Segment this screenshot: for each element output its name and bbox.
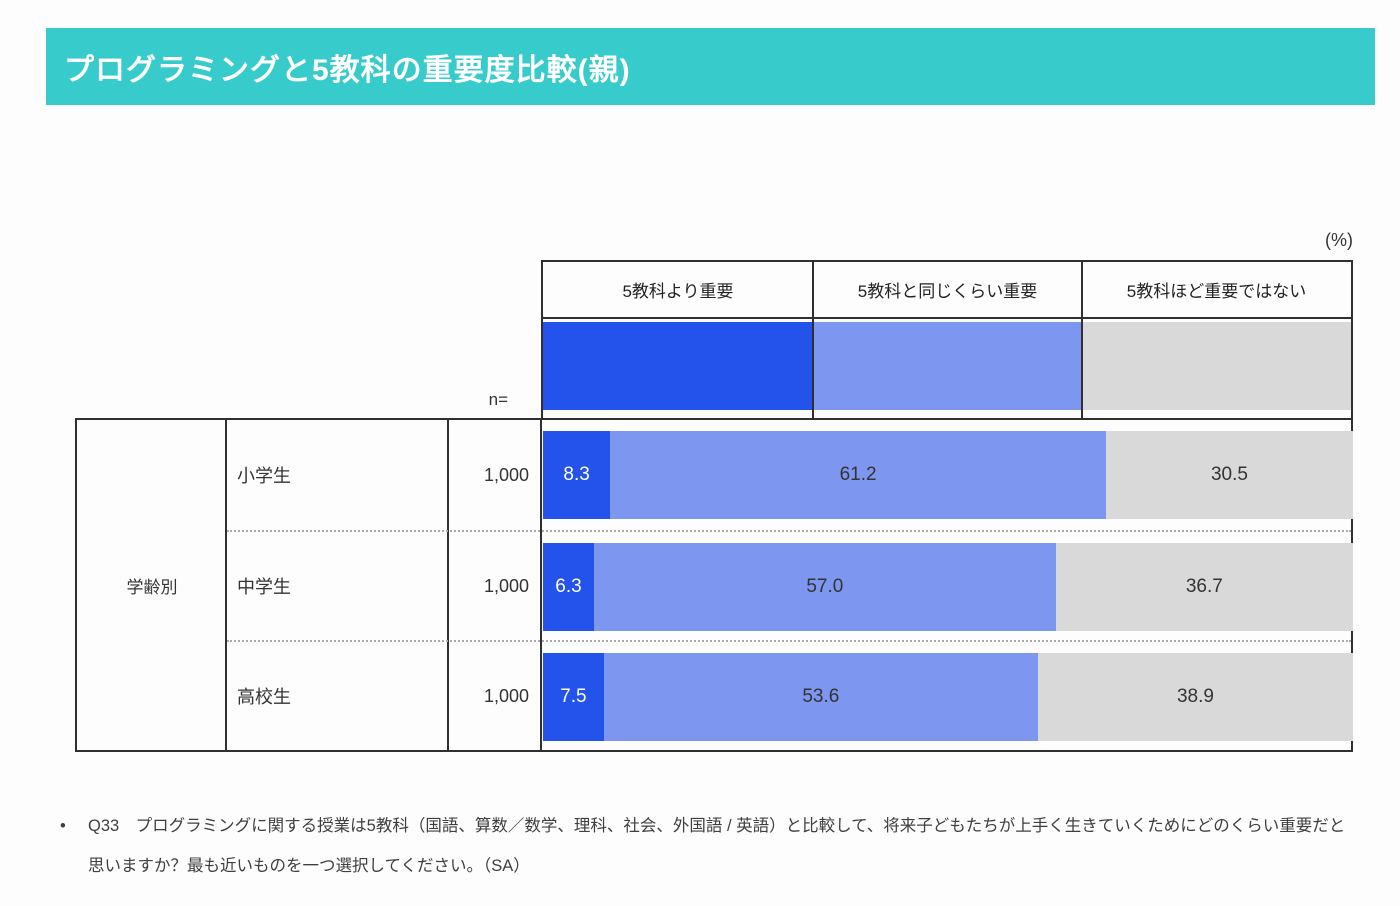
bullet-icon: •	[60, 817, 66, 835]
legend-cell-more-important: 5教科より重要	[543, 262, 813, 317]
table-divider	[540, 420, 542, 750]
question-footnote: • Q33 プログラミングに関する授業は5教科（国語、算数／数学、理科、社会、外…	[60, 806, 1360, 886]
bar-segment: 38.9	[1037, 653, 1353, 741]
bar-segment: 7.5	[543, 653, 604, 741]
legend-cell-less-important: 5教科ほど重要ではない	[1082, 262, 1351, 317]
bar-segment: 30.5	[1105, 431, 1353, 519]
bar-segment: 53.6	[603, 653, 1038, 741]
table-rows: 小学生 1,000 8.3 61.2 30.5 中学生 1,000 6.3 57.0 36.7 高校…	[227, 420, 1353, 750]
legend-label: 5教科と同じくらい重要	[857, 282, 1038, 301]
table-row: 高校生 1,000 7.5 53.6 38.9	[227, 640, 1353, 750]
stacked-bar: 7.5 53.6 38.9	[543, 653, 1353, 741]
legend-swatch-less-important	[1083, 322, 1351, 410]
row-n-value: 1,000	[483, 575, 529, 596]
bar-segment: 36.7	[1055, 543, 1353, 631]
stacked-bar: 6.3 57.0 36.7	[543, 543, 1353, 631]
row-category-label: 中学生	[237, 577, 291, 597]
table-divider	[447, 420, 449, 750]
legend-label: 5教科より重要	[622, 282, 734, 301]
row-category-label: 高校生	[237, 687, 291, 707]
bar-segment: 61.2	[610, 431, 1106, 519]
bar-segment: 8.3	[543, 431, 611, 519]
page-title: プログラミングと5教科の重要度比較(親)	[64, 53, 631, 87]
table-row: 小学生 1,000 8.3 61.2 30.5	[227, 420, 1353, 530]
legend-divider	[812, 262, 814, 418]
legend-swatch-equally-important	[814, 322, 1081, 410]
bar-segment: 57.0	[594, 543, 1056, 631]
title-banner: プログラミングと5教科の重要度比較(親)	[46, 28, 1375, 105]
unit-label: (%)	[1325, 230, 1353, 250]
legend-label: 5教科ほど重要ではない	[1126, 282, 1307, 301]
legend: 5教科より重要 5教科と同じくらい重要 5教科ほど重要ではない	[541, 260, 1353, 418]
stacked-bar: 8.3 61.2 30.5	[543, 431, 1353, 519]
bar-segment: 6.3	[543, 543, 595, 631]
group-header-cell: 学齢別	[126, 577, 178, 597]
legend-swatch-more-important	[543, 322, 812, 410]
row-n-value: 1,000	[483, 685, 529, 706]
data-table: 学齢別 小学生 1,000 8.3 61.2 30.5 中学生 1,000 6.3 57.0 36…	[75, 418, 1353, 752]
row-n-value: 1,000	[483, 464, 529, 485]
table-row: 中学生 1,000 6.3 57.0 36.7	[227, 530, 1353, 640]
n-equals-label: n=	[488, 390, 508, 409]
legend-header-border	[543, 317, 1351, 319]
question-text: Q33 プログラミングに関する授業は5教科（国語、算数／数学、理科、社会、外国語…	[88, 817, 1346, 875]
legend-divider	[1081, 262, 1083, 418]
table-divider	[225, 420, 227, 750]
legend-cell-equally-important: 5教科と同じくらい重要	[813, 262, 1082, 317]
row-category-label: 小学生	[237, 466, 291, 486]
